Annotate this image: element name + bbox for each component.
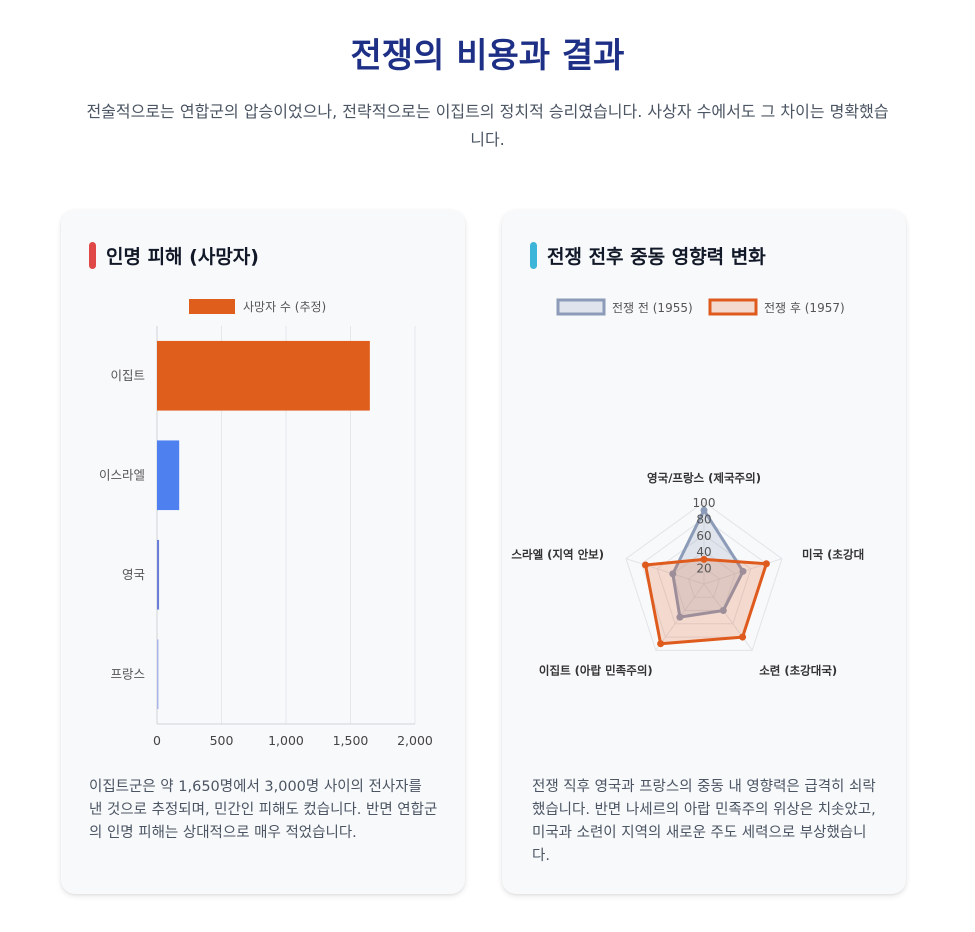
bar-category-label: 이집트 <box>110 368 145 383</box>
radar-point[interactable] <box>700 555 708 563</box>
radar-point[interactable] <box>657 640 665 648</box>
bar-x-tick-label: 1,500 <box>333 733 369 748</box>
radar-tick-label: 80 <box>696 512 711 526</box>
bar-legend-swatch <box>189 299 235 314</box>
bar-x-tick-label: 0 <box>153 733 161 748</box>
radar-axis-label: 이집트 (아랍 민족주의) <box>539 663 653 677</box>
radar-point[interactable] <box>762 560 770 568</box>
radar-tick-label: 40 <box>696 545 711 559</box>
radar-point[interactable] <box>739 633 747 641</box>
radar-point[interactable] <box>700 506 708 514</box>
bar-x-tick-labels: 0 500 1,000 1,500 2,000 <box>153 733 433 748</box>
bar[interactable] <box>157 639 159 710</box>
bar-x-tick-label: 2,000 <box>397 733 433 748</box>
radar-tick-label: 60 <box>696 529 711 543</box>
influence-accent-bar <box>530 241 537 269</box>
radar-tick-label: 100 <box>693 496 716 510</box>
casualties-card-title: 인명 피해 (사망자) <box>106 245 259 268</box>
radar-point[interactable] <box>739 567 747 575</box>
radar-series-area <box>644 557 768 646</box>
radar-point[interactable] <box>676 613 684 621</box>
radar-legend-label-before: 전쟁 전 (1955) <box>612 301 693 315</box>
bar[interactable] <box>157 440 180 511</box>
radar-axis-label: 스라엘 (지역 안보) <box>511 548 604 562</box>
radar-legend[interactable]: 전쟁 전 (1955) 전쟁 후 (1957) <box>556 298 845 316</box>
radar-axis-label: 소련 (초강대국) <box>759 663 837 677</box>
bar-category-label: 프랑스 <box>110 666 145 681</box>
bar-legend[interactable]: 사망자 수 (추정) <box>189 299 326 314</box>
influence-radar-chart: 전쟁 전 (1955) 전쟁 후 (1957) 20 40 60 80 100 영국/프… <box>511 298 864 677</box>
radar-series <box>642 506 770 648</box>
bar[interactable] <box>157 340 370 411</box>
radar-grid-ring <box>672 550 736 612</box>
radar-grid-ring <box>641 517 767 638</box>
bar-marks <box>157 340 370 710</box>
bar[interactable] <box>157 539 160 610</box>
influence-card-header: 전쟁 전후 중동 영향력 변화 <box>530 241 766 269</box>
page-subtitle: 전술적으로는 연합군의 압승이었으나, 전략적으로는 이집트의 정치적 승리였습… <box>86 102 889 149</box>
radar-legend-label-after: 전쟁 후 (1957) <box>764 301 845 315</box>
radar-legend-swatch-after <box>708 298 758 316</box>
influence-card-title: 전쟁 전후 중동 영향력 변화 <box>547 245 766 268</box>
radar-tick-label: 20 <box>696 562 711 576</box>
radar-legend-swatch-before <box>556 298 606 316</box>
influence-description: 전쟁 직후 영국과 프랑스의 중동 내 영향력은 급격히 쇠락했습니다. 반면 … <box>532 779 876 864</box>
bar-x-tick-label: 1,000 <box>268 733 304 748</box>
radar-point[interactable] <box>719 607 727 615</box>
bar-category-label: 이스라엘 <box>99 467 145 482</box>
radar-axis-label: 미국 (초강대 <box>802 548 864 562</box>
radar-tick-labels: 20 40 60 80 100 <box>693 496 716 576</box>
radar-point[interactable] <box>669 570 677 578</box>
radar-axis-label: 영국/프랑스 (제국주의) <box>647 471 761 485</box>
radar-grid-ring <box>687 566 721 598</box>
bar-category-label: 영국 <box>122 567 145 582</box>
influence-card: 전쟁 전후 중동 영향력 변화 전쟁 전 (1955) 전쟁 후 (1957) … <box>502 210 906 894</box>
casualties-card-header: 인명 피해 (사망자) <box>89 241 259 269</box>
radar-grid-ring <box>625 501 783 651</box>
radar-point[interactable] <box>642 561 650 569</box>
page-title: 전쟁의 비용과 결과 <box>350 36 625 76</box>
casualties-description: 이집트군은 약 1,650명에서 3,000명 사이의 전사자를 낸 것으로 추… <box>89 779 438 841</box>
casualties-accent-bar <box>89 241 96 269</box>
bar-x-tick-label: 500 <box>210 733 234 748</box>
radar-spoke <box>625 558 705 585</box>
bar-legend-label: 사망자 수 (추정) <box>243 300 326 314</box>
